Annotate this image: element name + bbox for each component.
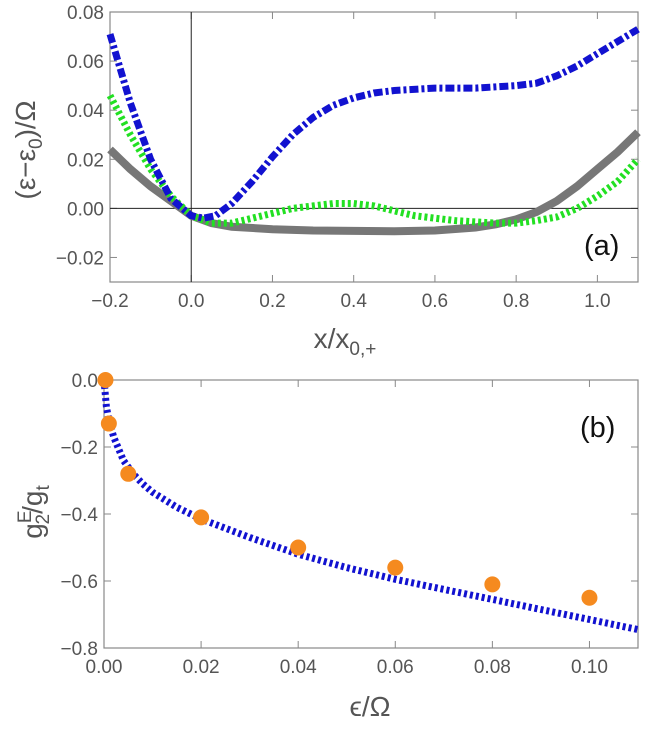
panel-a-y-axis-label: (ε−ε0)/Ω [10,100,47,199]
data-point [290,539,307,556]
panel-b-tick-labels: 0.00 0.02 0.04 0.06 0.08 0.10 −0.8 −0.6 −0.4 −0.2… [60,371,607,678]
panel-b-y-tick-label: −0.4 [60,505,98,526]
panel-a-series [106,12,641,282]
series-blue-dashdot [106,26,640,222]
panel-a-ticks [109,11,638,282]
data-point [484,576,501,593]
series-blue-dotted-fit [100,379,639,634]
panel-b-y-tick-label: −0.8 [60,639,98,660]
series-green-dotted [106,93,641,227]
data-point [97,372,114,388]
panel-a-x-tick-label: 1.0 [584,291,610,312]
panel-b-x-axis-label: ϵ/Ω [349,691,390,722]
panel-b-series [97,372,639,634]
panel-b-y-tick-label: −0.6 [60,572,98,593]
panel-a-y-tick-label: −0.02 [56,248,104,269]
panel-b-y-tick-label: 0.0 [72,371,98,392]
panel-a-x-axis-label: x/x0,+ [314,323,377,360]
data-point [100,415,117,432]
panel-b-x-tick-label: 0.08 [474,657,511,678]
panel-b-label: (b) [580,412,615,444]
panel-a: −0.2 0.0 0.2 0.4 0.6 0.8 1.0 −0.02 0.00 0.02 0.04 0… [10,3,641,360]
data-point [120,465,137,482]
panel-b-y-axis-label: gE2/gt [15,485,54,539]
panel-a-y-tick-label: 0.08 [67,3,104,24]
panel-b-x-tick-label: 0.06 [377,657,414,678]
panel-a-x-tick-label: 0.6 [422,291,448,312]
panel-b: 0.00 0.02 0.04 0.06 0.08 0.10 −0.8 −0.6 −0.4 −0.2… [15,371,639,722]
panel-b-x-tick-label: 0.04 [280,657,317,678]
data-point [581,589,598,606]
panel-a-label: (a) [584,230,619,262]
panel-b-y-tick-label: −0.2 [60,438,98,459]
panel-a-tick-labels: −0.2 0.0 0.2 0.4 0.6 0.8 1.0 −0.02 0.00 0.02 0.04 0… [56,3,611,312]
panel-a-x-tick-label: 0.4 [340,291,367,312]
panel-a-y-tick-label: 0.00 [67,199,104,220]
panel-b-ticks [103,379,638,649]
panel-a-y-tick-label: 0.04 [67,101,104,122]
panel-a-x-tick-label: 0.8 [503,291,529,312]
panel-a-x-tick-label: 0.2 [259,291,285,312]
panel-a-x-tick-label: 0.0 [178,291,204,312]
data-point [387,559,404,576]
panel-a-y-tick-label: 0.06 [67,52,104,73]
panel-b-x-tick-label: 0.00 [86,657,123,678]
panel-a-y-tick-label: 0.02 [67,150,104,171]
panel-a-x-tick-label: −0.2 [91,291,129,312]
panel-b-x-tick-label: 0.10 [571,657,608,678]
panel-a-frame [109,11,639,283]
panel-b-x-tick-label: 0.02 [183,657,220,678]
data-point [193,509,210,526]
